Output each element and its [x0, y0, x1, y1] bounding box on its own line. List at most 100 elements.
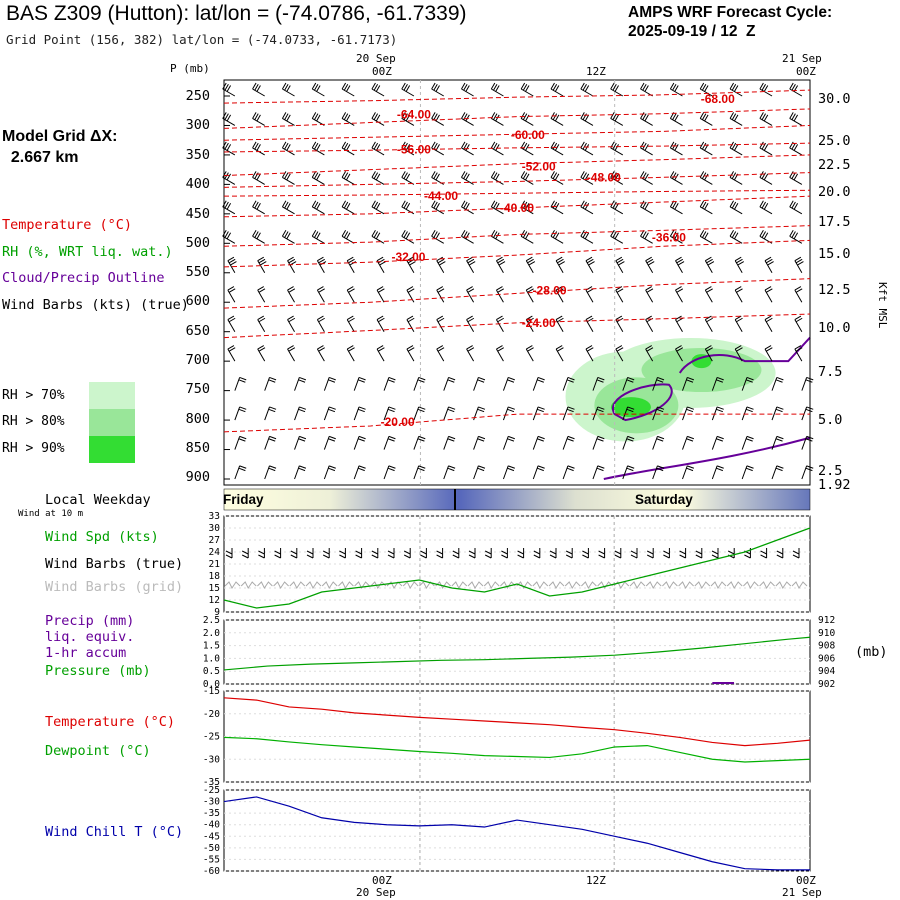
- wind-barb: [287, 345, 296, 362]
- grid-dx-label: Model Grid ΔX:: [2, 128, 118, 145]
- wind-barb: [759, 229, 773, 244]
- sfc-wind-barb: [371, 548, 379, 559]
- wind-barb: [490, 112, 504, 126]
- grid-point-subtitle: Grid Point (156, 382) lat/lon = (-74.073…: [6, 32, 398, 47]
- temperature-contour: [223, 413, 810, 433]
- cloud-outline: [611, 383, 673, 422]
- temperature-contour: [223, 225, 811, 247]
- bottom-date-label: 21 Sep: [782, 886, 822, 899]
- y-tick-label: 1.0: [203, 653, 220, 664]
- sfc-wind-barb: [663, 548, 670, 559]
- wind-barb: [532, 465, 545, 480]
- y-tick-label: -60: [203, 866, 220, 877]
- y-tick-label: -30: [203, 754, 220, 765]
- wind-barb: [281, 112, 295, 126]
- wind-barb: [371, 141, 385, 156]
- wind-barb: [413, 465, 426, 480]
- wind-barb: [550, 200, 564, 215]
- wind-barb: [555, 345, 564, 362]
- wind-barb: [645, 286, 654, 303]
- wind-barb: [252, 141, 265, 156]
- sfc-wind-barb: [403, 548, 411, 559]
- wind-barb: [222, 82, 236, 97]
- p-label: 500: [185, 235, 210, 251]
- wind-barb: [789, 141, 803, 156]
- wind-barb: [640, 229, 653, 244]
- cycle-line-2: 2025-09-19 / 12 Z: [628, 23, 756, 40]
- wind-barb: [704, 315, 713, 332]
- grid-wind-barb: [694, 581, 711, 589]
- model-grid-spacing: Model Grid ΔX: 2.667 km: [2, 126, 118, 168]
- contour-label: -68.00: [701, 92, 735, 106]
- p-label: 250: [185, 88, 210, 104]
- wind-chill-line: [223, 796, 810, 871]
- p-label: 850: [185, 440, 210, 456]
- wind-barb: [622, 435, 635, 450]
- wind-barb: [341, 200, 355, 215]
- wind-barb: [652, 465, 665, 480]
- sfc-wind-barb: [517, 548, 525, 559]
- chart-title: BAS Z309 (Hutton): lat/lon = (-74.0786, …: [6, 2, 467, 25]
- grid-wind-barb: [775, 581, 792, 589]
- wind-barb: [353, 376, 366, 391]
- p-label: 400: [185, 176, 210, 192]
- wind-barb: [376, 345, 385, 362]
- p-label: 700: [185, 352, 210, 368]
- y-tick-label: -35: [203, 808, 220, 819]
- wind-barb: [764, 286, 773, 303]
- temperature-contour: [223, 239, 811, 268]
- wind-barb: [550, 229, 564, 244]
- sfc-wind-barb: [679, 548, 687, 559]
- bottom-date-label: 20 Sep: [356, 886, 396, 899]
- wind-barb: [496, 315, 505, 332]
- wind-barb: [264, 465, 277, 480]
- grid-wind-barb: [289, 581, 306, 589]
- wind-barb: [323, 406, 336, 421]
- legend-1hr-accum: 1-hr accum: [45, 645, 127, 661]
- wind-barb: [502, 406, 515, 421]
- wind-barb: [294, 465, 307, 480]
- legend-wind-speed: Wind Spd (kts): [45, 529, 159, 545]
- wind-barb: [461, 229, 474, 244]
- wind-barb: [252, 82, 265, 97]
- p-label: 350: [185, 147, 210, 163]
- wind-barb: [257, 256, 267, 274]
- wind-barb: [252, 112, 265, 126]
- wind-barb: [801, 465, 814, 480]
- wind-barb: [729, 112, 743, 126]
- series-layer: [223, 527, 811, 871]
- wind-barb: [431, 171, 444, 185]
- pressure-line: [223, 636, 811, 671]
- wind-barb: [294, 376, 307, 391]
- contour-label: -40.00: [500, 201, 534, 215]
- grid-wind-barb: [662, 581, 678, 589]
- wind-barb: [520, 229, 534, 244]
- weekday-saturday: Saturday: [635, 492, 693, 507]
- wind-barb: [496, 256, 506, 274]
- wind-barb: [311, 171, 325, 185]
- wind-barb: [562, 406, 575, 421]
- y-tick-label: -20: [203, 709, 220, 720]
- sfc-wind-barb: [484, 548, 492, 559]
- grid-wind-barb: [354, 581, 370, 589]
- sfc-wind-barb: [646, 548, 654, 559]
- rh80-swatch: [89, 409, 135, 436]
- wind-barb: [461, 141, 474, 156]
- wind-barb: [371, 171, 385, 185]
- grid-wind-barb: [564, 581, 581, 589]
- sfc-wind-barb: [420, 548, 427, 559]
- wind-barb: [323, 435, 336, 450]
- wind-barb: [525, 345, 534, 362]
- wind-barb: [222, 200, 236, 215]
- grid-wind-barb: [516, 581, 532, 589]
- wind-barb: [711, 435, 724, 450]
- top-date-label: 20 Sep: [356, 52, 396, 65]
- kft-label: 22.5: [818, 157, 851, 173]
- grid-wind-barb: [759, 581, 775, 589]
- contour-label: -60.00: [511, 128, 545, 142]
- wind-barb: [227, 315, 236, 332]
- wind-barb: [699, 141, 713, 156]
- wind-barb: [525, 286, 534, 303]
- wind-barb: [555, 315, 564, 332]
